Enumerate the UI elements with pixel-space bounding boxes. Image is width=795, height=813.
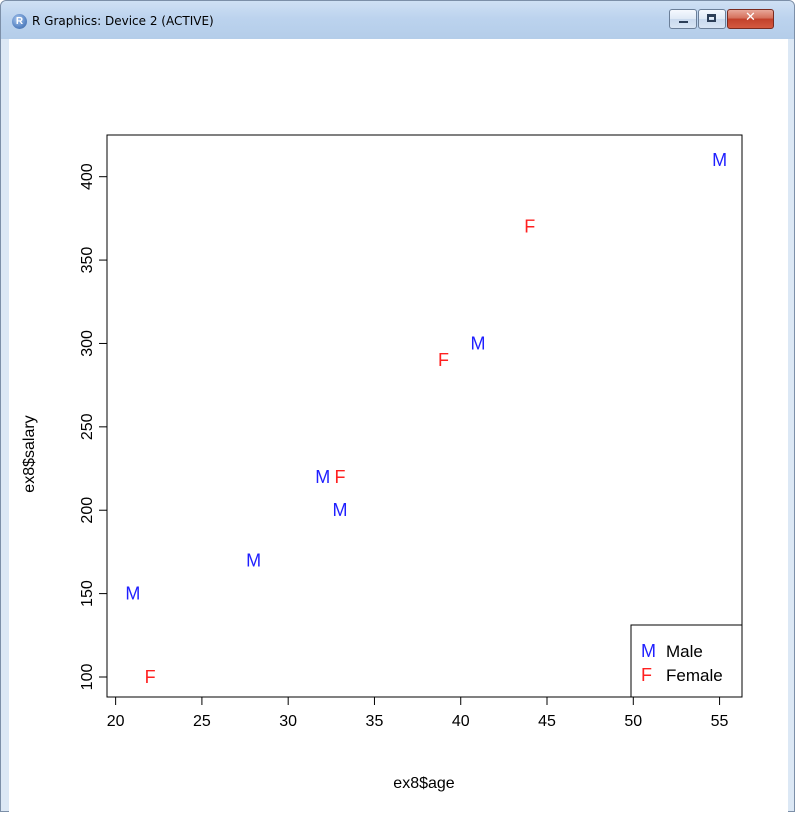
legend-label-female: Female <box>666 666 723 685</box>
x-tick-label: 50 <box>624 713 642 730</box>
y-tick-label: 300 <box>79 330 96 357</box>
window-title: R Graphics: Device 2 (ACTIVE) <box>32 14 214 28</box>
x-tick-label: 20 <box>107 713 125 730</box>
y-tick-label: 150 <box>79 580 96 607</box>
x-tick-label: 55 <box>711 713 729 730</box>
close-button[interactable]: ✕ <box>727 9 774 29</box>
legend-label-male: Male <box>666 642 703 661</box>
x-tick-label: 45 <box>538 713 556 730</box>
x-tick-label: 40 <box>452 713 470 730</box>
minimize-icon <box>679 21 688 23</box>
data-point: M <box>470 333 485 353</box>
x-tick-label: 35 <box>366 713 384 730</box>
minimize-button[interactable] <box>669 9 697 29</box>
x-axis-label: ex8$age <box>393 775 454 792</box>
maximize-icon <box>707 14 716 22</box>
x-tick-label: 30 <box>279 713 297 730</box>
y-tick-label: 400 <box>79 163 96 190</box>
legend: M Male F Female <box>630 624 743 698</box>
y-axis: 100 150 200 250 300 350 400 <box>79 163 108 691</box>
y-tick-label: 350 <box>79 247 96 274</box>
data-point: M <box>125 584 140 604</box>
y-tick-label: 200 <box>79 497 96 524</box>
maximize-button[interactable] <box>698 9 726 29</box>
y-axis-label: ex8$salary <box>21 415 38 492</box>
data-point: M <box>315 467 330 487</box>
legend-symbol-male: M <box>641 641 656 661</box>
r-logo-icon[interactable]: R <box>12 14 27 29</box>
legend-box <box>630 624 743 698</box>
data-point: F <box>145 667 156 687</box>
x-tick-label: 25 <box>193 713 211 730</box>
title-bar[interactable]: R R Graphics: Device 2 (ACTIVE) ✕ <box>1 1 794 39</box>
data-point: F <box>524 217 535 237</box>
data-point: M <box>712 150 727 170</box>
plot-device-area: 20 25 30 35 40 45 50 55 100 150 200 250 300 350 400 e… <box>9 39 788 813</box>
y-tick-label: 250 <box>79 413 96 440</box>
y-tick-label: 100 <box>79 664 96 691</box>
close-icon: ✕ <box>745 10 756 25</box>
data-point: M <box>332 500 347 520</box>
data-point: F <box>438 350 449 370</box>
plot-frame <box>106 134 743 698</box>
data-point: F <box>334 467 345 487</box>
legend-symbol-female: F <box>641 665 652 685</box>
data-point: M <box>246 550 261 570</box>
x-axis: 20 25 30 35 40 45 50 55 <box>107 696 729 730</box>
scatter-plot: 20 25 30 35 40 45 50 55 100 150 200 250 300 350 400 e… <box>21 134 743 792</box>
